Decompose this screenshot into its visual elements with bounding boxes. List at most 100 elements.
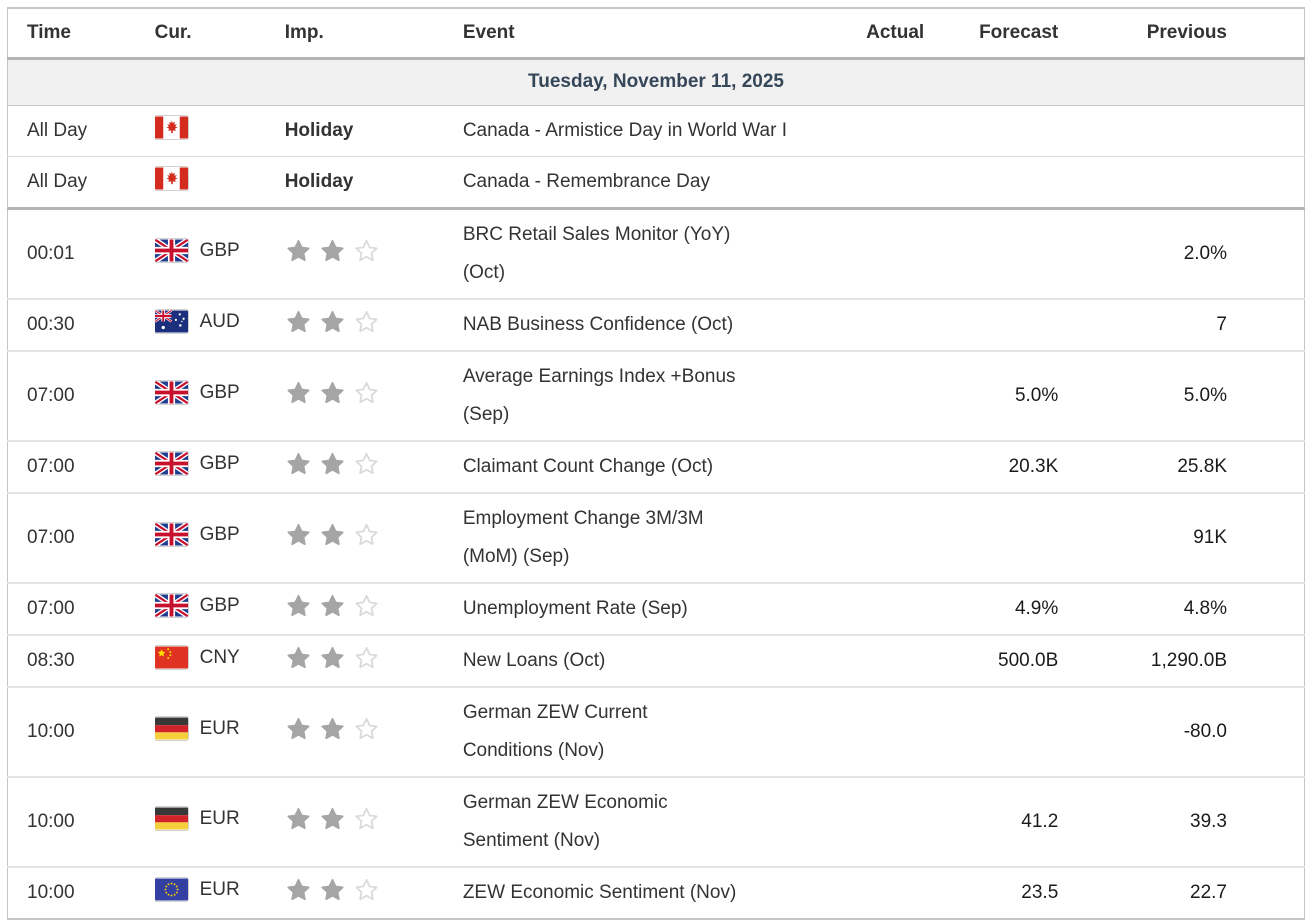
event-row[interactable]: 10:00 EUR German ZEW Economic Sentiment … xyxy=(7,776,1305,867)
event-name[interactable]: NAB Business Confidence (Oct) xyxy=(462,313,734,335)
star-icon xyxy=(355,239,378,261)
event-row[interactable]: 10:00 EUR German ZEW Current Conditions … xyxy=(7,686,1305,777)
canada-flag-icon xyxy=(154,167,188,190)
event-name[interactable]: German ZEW Current Conditions (Nov) xyxy=(462,701,648,761)
importance-cell: Holiday xyxy=(285,156,463,208)
event-name[interactable]: BRC Retail Sales Monitor (YoY) (Oct) xyxy=(462,223,731,283)
importance-cell xyxy=(285,351,463,441)
currency-cell: AUD xyxy=(154,299,285,351)
event-name[interactable]: Average Earnings Index +Bonus (Sep) xyxy=(462,365,736,425)
holiday-row[interactable]: All Day Holiday Canada - Remembrance Day xyxy=(7,156,1305,208)
star-icon xyxy=(321,878,344,900)
event-name[interactable]: ZEW Economic Sentiment (Nov) xyxy=(462,881,737,903)
event-row[interactable]: 00:01 GBP BRC Retail Sales Monitor (YoY)… xyxy=(7,208,1305,299)
time-cell: 00:01 xyxy=(27,242,75,264)
time-cell: 07:00 xyxy=(27,455,75,477)
currency-flag-and-code: EUR xyxy=(154,878,240,901)
event-name[interactable]: New Loans (Oct) xyxy=(462,649,606,671)
star-icon xyxy=(321,807,344,829)
column-header-previous: Previous xyxy=(1146,21,1227,43)
importance-cell xyxy=(285,208,463,299)
importance-cell: Holiday xyxy=(285,105,463,156)
event-name[interactable]: Canada - Remembrance Day xyxy=(462,170,710,192)
previous-value xyxy=(1058,105,1304,156)
event-name[interactable]: Canada - Armistice Day in World War I xyxy=(462,119,787,141)
star-icon xyxy=(287,239,310,261)
forecast-value xyxy=(924,299,1058,351)
column-header-row: Time Cur. Imp. Event Actual Forecast Pre… xyxy=(7,8,1305,58)
actual-value xyxy=(848,351,924,441)
importance-stars xyxy=(285,716,380,742)
currency-code: GBP xyxy=(199,594,240,616)
event-row[interactable]: 08:30 CNY New Loans (Oct) 500.0B 1,290.0B xyxy=(7,634,1305,687)
currency-code: GBP xyxy=(199,452,240,474)
star-icon xyxy=(355,452,378,474)
china-flag-icon xyxy=(154,646,188,669)
date-header-row: Tuesday, November 11, 2025 xyxy=(7,58,1305,105)
importance-cell xyxy=(285,493,463,583)
forecast-value xyxy=(924,156,1058,208)
currency-flag-and-code: GBP xyxy=(154,239,240,262)
event-name[interactable]: Employment Change 3M/3M (MoM) (Sep) xyxy=(462,507,704,567)
star-icon xyxy=(355,310,378,332)
currency-code: GBP xyxy=(199,239,240,261)
event-row[interactable]: 07:00 GBP Employment Change 3M/3M (MoM) … xyxy=(7,492,1305,583)
forecast-value xyxy=(924,687,1058,777)
importance-stars xyxy=(285,380,380,406)
actual-value xyxy=(848,867,924,919)
forecast-value: 500.0B xyxy=(998,649,1059,671)
event-row[interactable]: 10:00 EUR ZEW Economic Sentiment (Nov) 23.… xyxy=(7,866,1305,919)
time-cell: 07:00 xyxy=(27,597,75,619)
currency-code: GBP xyxy=(199,381,240,403)
currency-cell: GBP xyxy=(154,493,285,583)
forecast-value xyxy=(924,208,1058,299)
previous-value: 4.8% xyxy=(1183,597,1227,619)
column-header-forecast: Forecast xyxy=(979,21,1059,43)
currency-flag-and-code: CNY xyxy=(154,646,240,669)
canada-flag-icon xyxy=(154,116,188,139)
currency-code: EUR xyxy=(199,717,240,739)
event-name[interactable]: Claimant Count Change (Oct) xyxy=(462,455,714,477)
forecast-value: 23.5 xyxy=(1021,881,1059,903)
forecast-value xyxy=(924,493,1058,583)
importance-stars xyxy=(285,309,380,335)
star-icon xyxy=(355,523,378,545)
event-row[interactable]: 07:00 GBP Unemployment Rate (Sep) 4.9% 4.8… xyxy=(7,582,1305,635)
currency-cell xyxy=(154,105,285,156)
importance-stars xyxy=(285,645,380,671)
actual-value xyxy=(848,777,924,867)
economic-calendar-table: Time Cur. Imp. Event Actual Forecast Pre… xyxy=(7,7,1305,920)
star-icon xyxy=(321,239,344,261)
currency-flag-and-code: GBP xyxy=(154,594,240,617)
currency-cell xyxy=(154,156,285,208)
event-row[interactable]: 00:30 AUD NAB Business Confidence (Oct) 7 xyxy=(7,298,1305,351)
importance-cell xyxy=(285,583,463,635)
event-name[interactable]: Unemployment Rate (Sep) xyxy=(462,597,688,619)
holiday-label: Holiday xyxy=(284,119,354,141)
previous-value: 22.7 xyxy=(1190,881,1227,903)
time-cell: 10:00 xyxy=(27,881,75,903)
time-cell: 07:00 xyxy=(27,526,75,548)
star-icon xyxy=(355,807,378,829)
importance-cell xyxy=(285,635,463,687)
actual-value xyxy=(848,441,924,493)
event-row[interactable]: 07:00 GBP Average Earnings Index +Bonus … xyxy=(7,350,1305,441)
star-icon xyxy=(321,381,344,403)
currency-code: EUR xyxy=(199,807,240,829)
currency-flag-and-code: EUR xyxy=(154,807,240,830)
event-row[interactable]: 07:00 GBP Claimant Count Change (Oct) 20.… xyxy=(7,440,1305,493)
event-name[interactable]: German ZEW Economic Sentiment (Nov) xyxy=(462,791,668,851)
column-header-event: Event xyxy=(462,21,515,43)
star-icon xyxy=(321,523,344,545)
currency-cell: CNY xyxy=(154,635,285,687)
forecast-value: 41.2 xyxy=(1021,810,1059,832)
uk-flag-icon xyxy=(154,239,188,262)
currency-code: CNY xyxy=(199,646,240,668)
star-icon xyxy=(287,310,310,332)
actual-value xyxy=(848,105,924,156)
forecast-value: 5.0% xyxy=(1014,384,1059,406)
date-header-label: Tuesday, November 11, 2025 xyxy=(528,71,784,92)
holiday-row[interactable]: All Day Holiday Canada - Armistice Day in… xyxy=(8,105,1305,156)
time-cell: 00:30 xyxy=(27,313,75,335)
star-icon xyxy=(355,594,378,616)
